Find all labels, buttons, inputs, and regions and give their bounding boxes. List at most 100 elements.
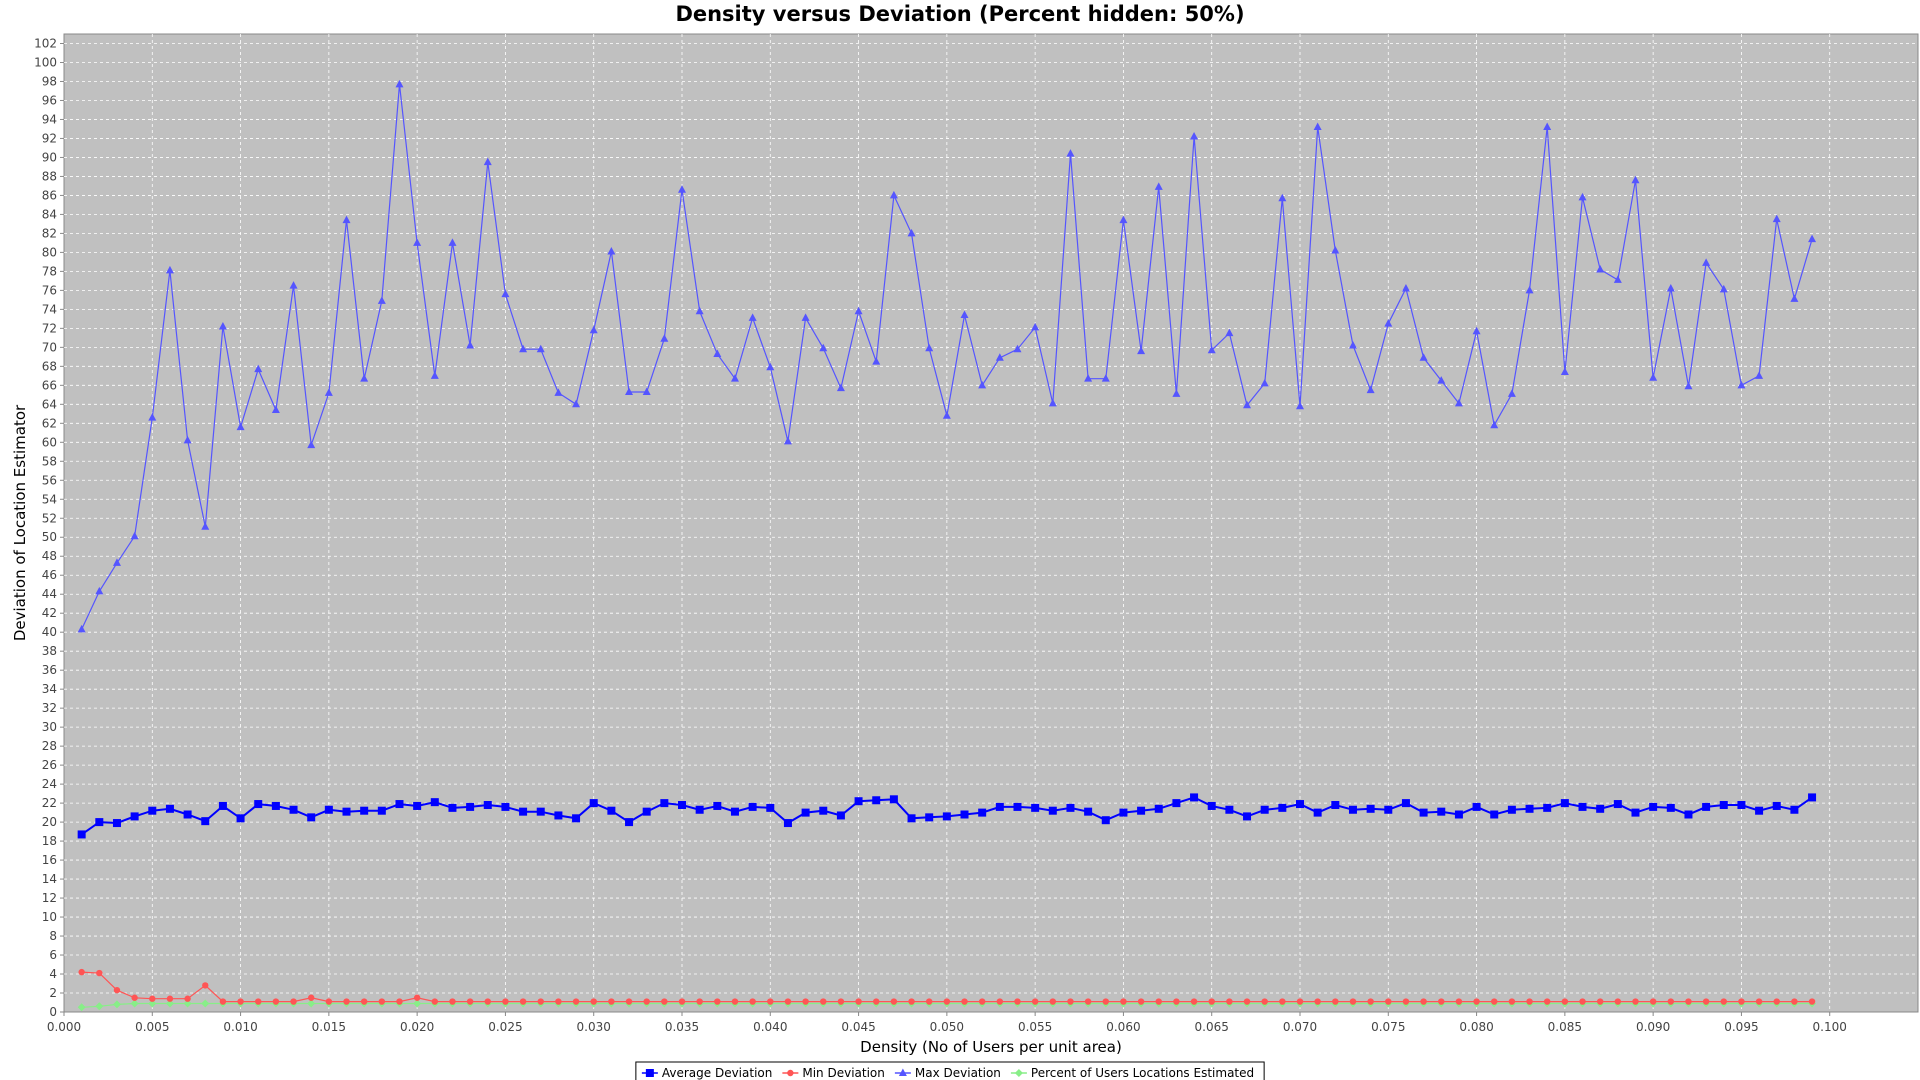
data-point-max-deviation	[1366, 385, 1375, 394]
data-point-average-deviation	[1084, 807, 1093, 816]
data-point-max-deviation	[165, 265, 174, 274]
x-tick-label: 0.090	[1636, 1020, 1670, 1034]
x-tick-label: 0.080	[1459, 1020, 1493, 1034]
data-point-min-deviation	[166, 995, 174, 1002]
data-point-max-deviation	[1702, 258, 1711, 266]
data-point-max-deviation	[819, 343, 828, 352]
data-point-average-deviation	[1137, 806, 1146, 815]
data-point-average-deviation	[995, 802, 1004, 811]
data-point-max-deviation	[77, 624, 86, 633]
x-tick-label: 0.045	[841, 1020, 875, 1034]
data-point-average-deviation	[607, 806, 616, 815]
data-point-max-deviation	[289, 281, 298, 289]
y-tick-label: 12	[42, 891, 57, 905]
data-point-max-deviation	[1260, 378, 1269, 387]
data-point-average-deviation	[95, 818, 104, 827]
data-point-min-deviation	[1438, 998, 1445, 1005]
data-point-average-deviation	[1154, 804, 1163, 813]
data-point-average-deviation	[519, 807, 528, 816]
y-tick-label: 26	[42, 758, 57, 772]
data-point-min-deviation	[714, 998, 721, 1005]
y-tick-label: 18	[42, 834, 57, 848]
x-tick-label: 0.000	[47, 1020, 81, 1034]
data-point-min-deviation	[890, 998, 898, 1005]
data-point-max-deviation	[1454, 398, 1463, 407]
data-point-average-deviation	[1348, 805, 1357, 814]
data-point-max-deviation	[1507, 389, 1516, 397]
data-point-max-deviation	[748, 313, 757, 321]
data-point-min-deviation	[1455, 998, 1463, 1005]
series-average-deviation	[77, 793, 1817, 839]
x-axis-label: Density (No of Users per unit area)	[860, 1038, 1122, 1056]
data-point-max-deviation	[1296, 401, 1304, 410]
data-point-max-deviation	[836, 383, 845, 392]
data-point-min-deviation	[978, 998, 986, 1005]
data-point-average-deviation	[1702, 802, 1711, 811]
data-point-max-deviation	[607, 246, 616, 255]
data-point-max-deviation	[1225, 328, 1234, 337]
data-point-min-deviation	[1261, 998, 1268, 1005]
legend-label: Average Deviation	[662, 1066, 773, 1080]
data-point-max-deviation	[854, 306, 863, 315]
data-point-percent-of-users-locations-estimated	[112, 1000, 121, 1009]
data-point-min-deviation	[466, 998, 474, 1005]
data-point-min-deviation	[1702, 998, 1710, 1005]
legend-item-min-deviation: Min Deviation	[782, 1066, 885, 1080]
data-point-min-deviation	[1314, 998, 1321, 1005]
data-point-max-deviation	[1543, 122, 1552, 131]
legend-marker	[645, 1069, 654, 1077]
data-point-max-deviation	[730, 374, 739, 382]
x-tick-label: 0.015	[312, 1020, 346, 1034]
x-tick-label: 0.065	[1195, 1020, 1229, 1034]
data-point-min-deviation	[608, 998, 615, 1005]
data-point-average-deviation	[218, 801, 227, 810]
data-point-min-deviation	[1120, 998, 1127, 1005]
data-point-max-deviation	[201, 522, 210, 530]
y-tick-label: 8	[49, 929, 57, 943]
data-point-max-deviation	[889, 190, 898, 199]
data-point-average-deviation	[1490, 810, 1499, 819]
data-point-min-deviation	[996, 998, 1004, 1005]
chart-title: Density versus Deviation (Percent hidden…	[675, 2, 1245, 26]
data-point-max-deviation	[1243, 400, 1252, 409]
data-point-min-deviation	[1649, 998, 1657, 1005]
x-tick-label: 0.060	[1106, 1020, 1140, 1034]
data-point-min-deviation	[237, 998, 244, 1005]
data-point-average-deviation	[1031, 803, 1040, 812]
data-point-max-deviation	[1719, 284, 1728, 293]
y-tick-label: 76	[42, 283, 57, 297]
data-point-average-deviation	[872, 796, 881, 805]
data-point-percent-of-users-locations-estimated	[183, 999, 192, 1008]
y-tick-label: 0	[49, 1005, 57, 1019]
data-point-average-deviation	[1666, 803, 1675, 812]
data-point-average-deviation	[1719, 801, 1728, 810]
data-point-max-deviation	[1278, 193, 1287, 202]
data-point-max-deviation	[1649, 373, 1658, 381]
data-point-average-deviation	[1596, 804, 1605, 813]
data-point-percent-of-users-locations-estimated	[148, 999, 157, 1008]
data-point-min-deviation	[113, 986, 121, 994]
grid-lines	[64, 34, 1918, 1012]
data-point-max-deviation	[130, 531, 139, 540]
data-point-average-deviation	[748, 802, 757, 811]
legend-marker	[898, 1068, 907, 1076]
data-point-min-deviation	[1349, 998, 1357, 1005]
data-point-min-deviation	[1190, 998, 1198, 1005]
data-point-average-deviation	[942, 812, 951, 821]
y-tick-label: 16	[42, 853, 57, 867]
data-point-min-deviation	[1402, 998, 1410, 1005]
y-tick-label: 46	[42, 568, 57, 582]
data-point-min-deviation	[1473, 998, 1480, 1005]
data-point-max-deviation	[377, 296, 386, 304]
data-point-average-deviation	[1631, 808, 1640, 817]
data-point-average-deviation	[1048, 806, 1057, 815]
data-point-average-deviation	[1578, 802, 1587, 811]
data-point-max-deviation	[519, 344, 528, 353]
data-point-max-deviation	[1066, 149, 1075, 157]
data-point-average-deviation	[112, 819, 121, 828]
data-point-average-deviation	[201, 817, 210, 826]
x-tick-label: 0.055	[1018, 1020, 1052, 1034]
y-tick-label: 50	[42, 530, 57, 544]
data-point-average-deviation	[554, 811, 563, 820]
data-point-min-deviation	[1508, 998, 1516, 1005]
